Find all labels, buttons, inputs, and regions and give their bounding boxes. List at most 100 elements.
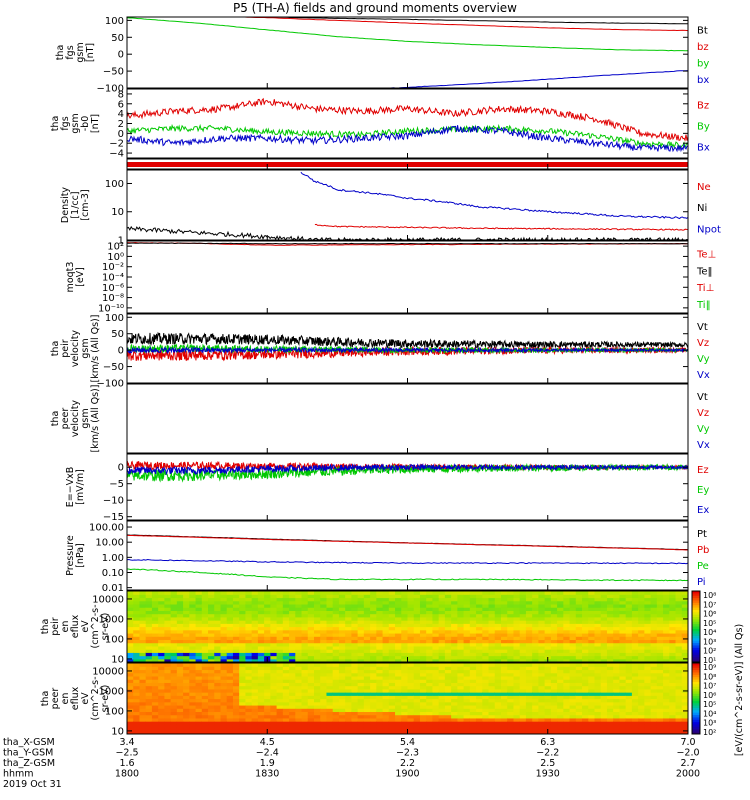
spectrogram-cell [675,679,683,683]
spectrogram-cell [301,666,309,671]
spectrogram-cell [625,649,633,653]
spectrogram-cell [363,701,371,706]
spectrogram-cell [332,613,340,618]
legend-Bx: Bx [697,143,710,154]
spectrogram-cell [494,629,502,634]
spectrogram-cell [426,645,434,650]
spectrogram-cell [588,721,596,725]
spectrogram-cell [463,639,471,644]
spectrogram-cell [606,649,614,653]
spectrogram-cell [357,603,365,608]
spectrogram-cell [419,603,427,608]
spectrogram-cell [158,607,165,611]
spectrogram-cell [426,717,434,722]
spectrogram-cell [432,714,440,719]
spectrogram-cell [638,597,645,602]
spectrogram-cell [276,632,284,637]
spectrogram-cell [482,714,490,719]
spectrogram-cell [675,603,683,608]
spectrogram-cell [176,603,184,608]
spectrogram-cell [208,616,215,621]
spectrogram-cell [195,658,203,662]
legend-Pb: Pb [697,545,709,556]
legend-Vx: Vx [697,440,710,451]
spectrogram-cell [588,610,596,615]
spectrogram-cell [314,594,321,599]
spectrogram-cell [656,642,664,647]
spectrogram-cell [158,730,165,734]
spectrogram-cell [631,607,639,611]
spectrogram-cell [395,600,402,605]
spectrogram-cell [388,672,396,677]
spectrogram-cell [451,711,458,716]
spectrogram-cell [407,711,415,716]
spectrogram-cell [407,672,415,677]
spectrogram-cell [494,591,502,595]
colorbar-segment [692,605,700,609]
spectrogram-cell [606,714,614,719]
colorbar-tick: 10³ [703,719,716,728]
ytick-label: 10² [107,242,124,253]
spectrogram-cell [638,695,645,700]
spectrogram-cell [606,591,614,595]
spectrogram-cell [314,692,321,696]
spectrogram-cell [226,679,234,683]
spectrogram-cell [644,695,652,700]
spectrogram-cell [663,658,670,662]
spectrogram-cell [469,658,477,662]
spectrogram-cell [145,672,153,677]
spectrogram-cell [575,636,583,641]
spectrogram-cell [432,652,440,657]
spectrogram-cell [469,613,477,618]
colorbar-tick: 10⁵ [703,619,716,628]
spectrogram-cell [201,594,209,599]
spectrogram-cell [426,636,434,641]
spectrogram-cell [326,620,334,624]
spectrogram-cell [195,675,203,680]
spectrogram-cell [675,629,683,634]
spectrogram-cell [588,645,596,650]
spectrogram-cell [326,730,334,734]
spectrogram-cell [307,613,315,618]
spectrogram-cell [663,642,670,647]
spectrogram-cell [201,607,209,611]
spectrogram-cell [663,594,670,599]
spectrogram-cell [644,594,652,599]
spectrogram-cell [289,603,296,608]
spectrogram-cell [644,645,652,650]
spectrogram-cell [444,682,452,687]
spectrogram-cell [176,636,184,641]
spectrogram-cell [594,655,602,660]
spectrogram-cell [189,591,197,595]
spectrogram-cell [133,679,141,683]
spectrogram-cell [214,613,222,618]
spectrogram-cell [656,717,664,722]
spectrogram-cell [544,679,552,683]
spectrogram-cell [588,672,596,677]
spectrogram-cell [357,721,365,725]
spectrogram-cell [257,675,265,680]
spectrogram-cell [613,669,621,674]
spectrogram-cell [451,607,458,611]
colorbar-segment [692,726,700,730]
spectrogram-cell [289,704,296,709]
spectrogram-cell [594,591,602,595]
spectrogram-cell [557,613,564,618]
spectrogram-cell [606,613,614,618]
xaxis-value: −2.4 [256,748,279,759]
spectrogram-cell [582,597,589,602]
spectrogram-cell [432,620,440,624]
spectrogram-cell [463,613,471,618]
spectrogram-cell [320,645,328,650]
spectrogram-cell [538,704,546,709]
spectrogram-cell [151,711,159,716]
spectrogram-cell [675,645,683,650]
spectrogram-cell [600,613,608,618]
spectrogram-cell [176,669,184,674]
spectrogram-cell [519,620,527,624]
spectrogram-cell [563,655,571,660]
spectrogram-cell [582,704,589,709]
spectrogram-cell [189,607,197,611]
